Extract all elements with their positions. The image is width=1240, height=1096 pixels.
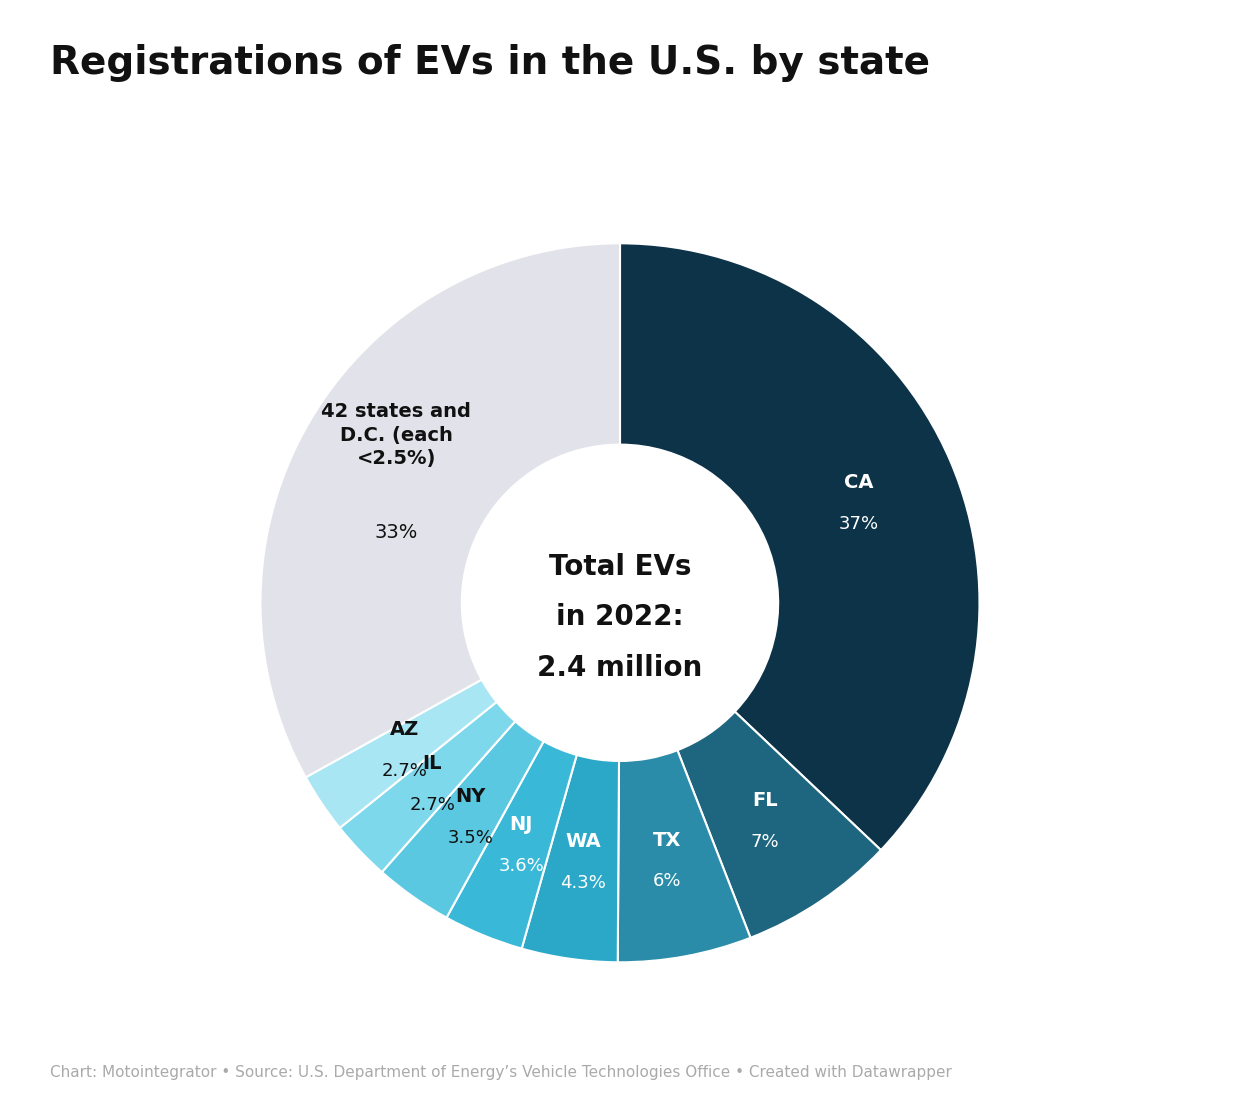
- Wedge shape: [677, 711, 880, 938]
- Text: WA: WA: [565, 832, 601, 852]
- Text: 3.6%: 3.6%: [498, 857, 544, 876]
- Wedge shape: [522, 755, 619, 962]
- Text: IL: IL: [423, 754, 441, 774]
- Text: Chart: Motointegrator • Source: U.S. Department of Energy’s Vehicle Technologies: Chart: Motointegrator • Source: U.S. Dep…: [50, 1064, 951, 1080]
- Text: 2.7%: 2.7%: [409, 797, 455, 814]
- Text: NJ: NJ: [510, 815, 533, 834]
- Text: 3.5%: 3.5%: [448, 830, 494, 847]
- Text: FL: FL: [751, 790, 777, 810]
- Text: 37%: 37%: [838, 515, 878, 533]
- Wedge shape: [260, 243, 620, 777]
- Wedge shape: [340, 701, 516, 872]
- Text: in 2022:: in 2022:: [557, 603, 683, 631]
- Text: 33%: 33%: [374, 523, 418, 541]
- Text: CA: CA: [843, 472, 873, 492]
- Text: 4.3%: 4.3%: [560, 875, 606, 892]
- Wedge shape: [446, 741, 577, 948]
- Text: 7%: 7%: [750, 833, 779, 850]
- Text: 2.7%: 2.7%: [382, 762, 428, 780]
- Text: 6%: 6%: [653, 872, 681, 890]
- Text: 42 states and
D.C. (each
<2.5%): 42 states and D.C. (each <2.5%): [321, 402, 471, 468]
- Text: Registrations of EVs in the U.S. by state: Registrations of EVs in the U.S. by stat…: [50, 44, 930, 82]
- Wedge shape: [306, 680, 497, 827]
- Wedge shape: [618, 750, 750, 962]
- Text: 2.4 million: 2.4 million: [537, 653, 703, 682]
- Wedge shape: [382, 721, 543, 917]
- Text: AZ: AZ: [389, 720, 419, 739]
- Wedge shape: [620, 243, 980, 850]
- Text: NY: NY: [455, 788, 486, 807]
- Text: Total EVs: Total EVs: [549, 552, 691, 581]
- Text: TX: TX: [653, 831, 681, 849]
